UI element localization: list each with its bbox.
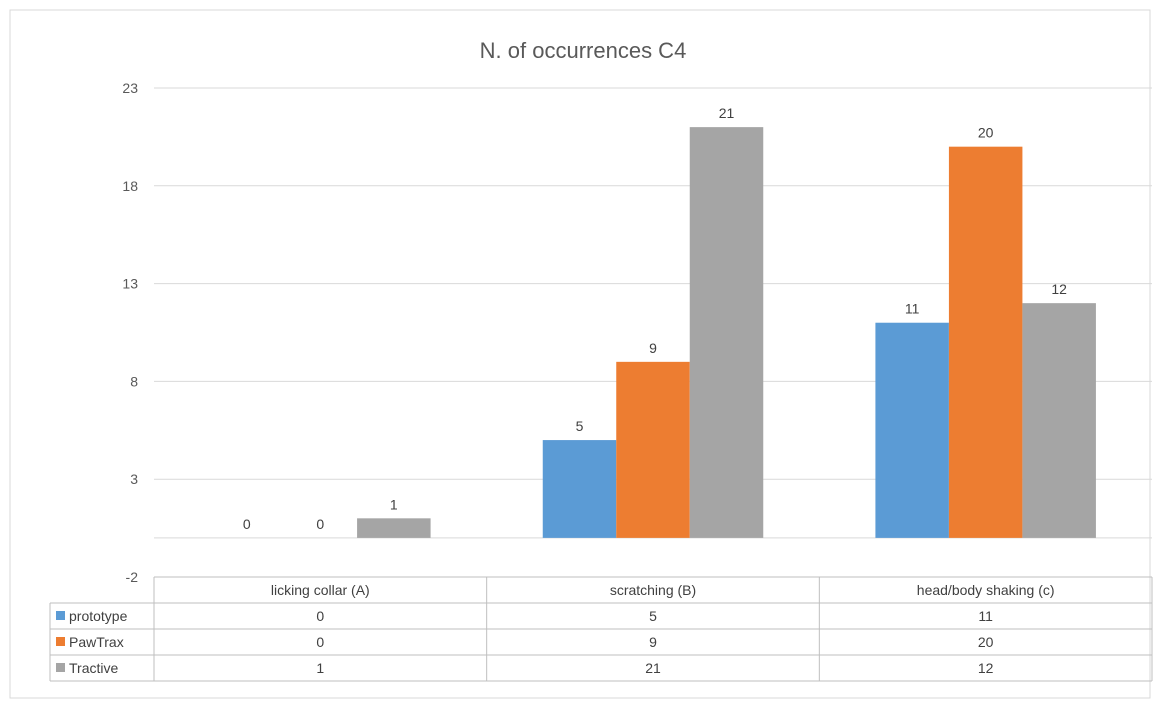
data-label: 21 <box>719 105 735 121</box>
legend-swatch <box>56 611 65 620</box>
bar <box>542 440 617 538</box>
chart-title: N. of occurrences C4 <box>480 38 687 63</box>
table-cell-value: 0 <box>316 608 324 624</box>
bars <box>357 127 1096 538</box>
y-tick-label: 3 <box>130 471 138 487</box>
table-cell-value: 20 <box>978 634 994 650</box>
bar <box>1022 303 1096 538</box>
table-cell-value: 5 <box>649 608 657 624</box>
table-cell-value: 1 <box>316 660 324 676</box>
data-label: 11 <box>905 301 920 317</box>
bar <box>616 361 690 538</box>
category-label: head/body shaking (c) <box>917 582 1055 598</box>
bar <box>875 322 949 538</box>
data-label: 20 <box>978 125 994 141</box>
y-tick-label: 8 <box>130 373 138 389</box>
y-axis: -2 3 8 13 18 23 <box>122 80 138 585</box>
table-cell-value: 0 <box>316 634 324 650</box>
table-cell-value: 11 <box>978 608 993 624</box>
category-label: scratching (B) <box>610 582 696 598</box>
data-label: 9 <box>649 340 657 356</box>
legend-label: prototype <box>69 608 128 624</box>
data-label: 5 <box>576 418 584 434</box>
bar <box>357 518 431 538</box>
category-label: licking collar (A) <box>271 582 370 598</box>
y-tick-label: 13 <box>122 276 138 292</box>
legend-label: Tractive <box>69 660 118 676</box>
legend-swatch <box>56 637 65 646</box>
table-cell-value: 9 <box>649 634 657 650</box>
bar <box>689 127 764 538</box>
data-label: 12 <box>1051 281 1067 297</box>
data-labels: 0 0 1 5 9 21 11 20 12 <box>243 105 1067 532</box>
legend-label: PawTrax <box>69 634 124 650</box>
y-tick-label: 18 <box>122 178 138 194</box>
chart-border <box>9 9 1151 699</box>
data-label: 1 <box>390 496 398 512</box>
legend-swatch <box>56 663 65 672</box>
chart-frame <box>9 9 1151 699</box>
y-tick-label: 23 <box>122 80 138 96</box>
y-tick-label: -2 <box>126 569 139 585</box>
data-label: 0 <box>243 516 251 532</box>
bar <box>948 146 1023 538</box>
data-table: licking collar (A) scratching (B) head/bod… <box>49 576 1153 682</box>
table-cell-value: 21 <box>645 660 661 676</box>
data-label: 0 <box>316 516 324 532</box>
table-cell-value: 12 <box>978 660 994 676</box>
